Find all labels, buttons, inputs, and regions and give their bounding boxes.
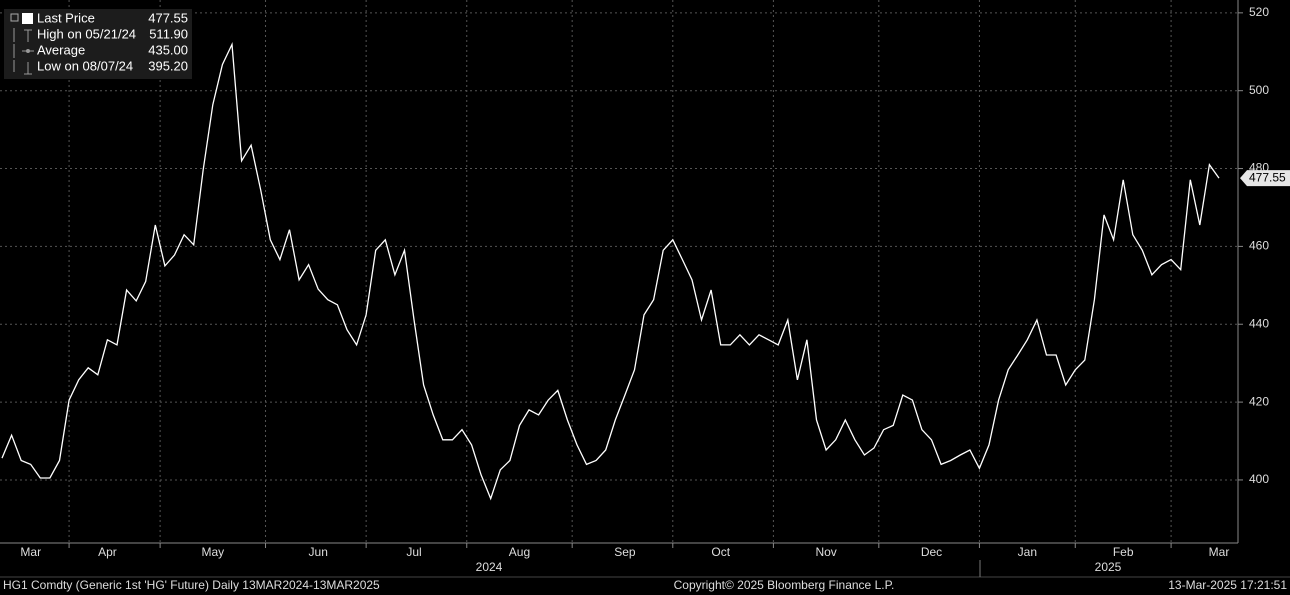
plot [1, 41, 1220, 501]
legend: Last Price 477.55 High on 05/21/24 511.9… [4, 9, 192, 79]
legend-toggle[interactable] [10, 13, 19, 22]
x-tick-label: Nov [815, 545, 836, 559]
grid [0, 0, 1238, 543]
legend-value: 477.55 [148, 10, 188, 25]
x-tick-label: Mar [1209, 545, 1230, 559]
footer-right: 13-Mar-2025 17:21:51 [1168, 578, 1287, 592]
legend-swatch [22, 13, 33, 24]
last-price-label: 477.55 [1249, 170, 1286, 184]
x-tick-label: Sep [614, 545, 636, 559]
price-line [1, 41, 1220, 501]
legend-box [4, 9, 192, 79]
legend-label: Last Price [37, 10, 95, 25]
x-tick-label: Aug [509, 545, 530, 559]
footer-left: HG1 Comdty (Generic 1st 'HG' Future) Dai… [3, 578, 380, 592]
year-label: 2025 [1095, 560, 1122, 574]
legend-label: Low on 08/07/24 [37, 58, 133, 73]
last-price-tag [1240, 170, 1290, 187]
y-tick-label: 420 [1249, 394, 1269, 408]
x-tick-label: Feb [1113, 545, 1134, 559]
y-tick-label: 440 [1249, 316, 1269, 330]
legend-value: 395.20 [148, 58, 188, 73]
x-tick-label: Jan [1018, 545, 1037, 559]
year-label: 2024 [476, 560, 503, 574]
legend-label: High on 05/21/24 [37, 26, 136, 41]
footer-center: Copyright© 2025 Bloomberg Finance L.P. [674, 578, 895, 592]
legend-value: 511.90 [149, 26, 188, 41]
x-tick-label: Mar [20, 545, 41, 559]
y-tick-label: 460 [1249, 239, 1269, 253]
y-tick-label: 500 [1249, 83, 1269, 97]
legend-icon [26, 49, 30, 53]
x-tick-label: Jun [309, 545, 328, 559]
y-tick-label: 520 [1249, 5, 1269, 19]
x-tick-label: Jul [406, 545, 421, 559]
x-tick-label: Oct [711, 545, 730, 559]
legend-value: 435.00 [148, 42, 188, 57]
y-tick-label: 400 [1249, 472, 1269, 486]
legend-label: Average [37, 42, 85, 57]
x-tick-label: May [201, 545, 224, 559]
x-tick-label: Apr [98, 545, 117, 559]
x-tick-label: Dec [921, 545, 942, 559]
